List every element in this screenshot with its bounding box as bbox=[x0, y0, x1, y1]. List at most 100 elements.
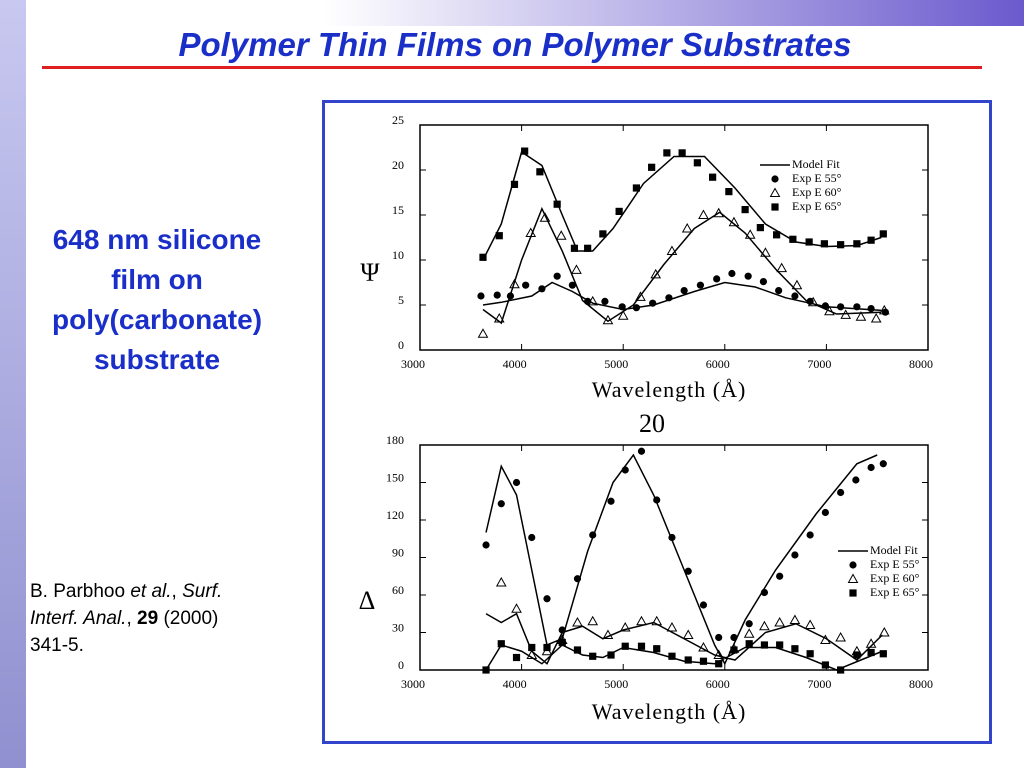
legend-label: Exp E 65° bbox=[870, 585, 920, 599]
point bbox=[536, 168, 544, 176]
point bbox=[543, 643, 551, 652]
point bbox=[510, 180, 519, 188]
y-axis-label: Ψ bbox=[360, 258, 380, 287]
point bbox=[555, 230, 567, 240]
y-tick-label: 150 bbox=[386, 470, 404, 484]
point bbox=[619, 621, 631, 632]
point bbox=[730, 633, 738, 642]
title-rule bbox=[42, 66, 982, 69]
point bbox=[852, 476, 860, 484]
y-tick-label: 20 bbox=[392, 158, 404, 172]
point bbox=[617, 310, 629, 320]
point bbox=[775, 287, 783, 295]
point bbox=[776, 572, 784, 580]
legend-label: Model Fit bbox=[870, 543, 918, 557]
point bbox=[807, 296, 819, 307]
legend-label: Exp E 65° bbox=[792, 199, 842, 213]
point bbox=[668, 652, 676, 660]
point bbox=[621, 466, 629, 474]
point bbox=[728, 216, 740, 227]
point bbox=[713, 275, 721, 283]
caption-line: poly(carbonate) bbox=[51, 304, 263, 335]
point bbox=[511, 603, 522, 613]
point bbox=[791, 645, 799, 653]
legend-label: Model Fit bbox=[792, 157, 840, 171]
point bbox=[477, 328, 489, 338]
point bbox=[776, 641, 784, 649]
x-tick-label: 5000 bbox=[604, 357, 628, 371]
point bbox=[681, 222, 693, 233]
point bbox=[493, 291, 501, 299]
point bbox=[791, 279, 803, 290]
point bbox=[715, 660, 723, 668]
point bbox=[879, 460, 887, 468]
text: et al. bbox=[130, 581, 172, 602]
point bbox=[637, 642, 646, 650]
point bbox=[730, 646, 738, 654]
point bbox=[699, 601, 708, 609]
x-tick-label: 5000 bbox=[604, 677, 628, 691]
x-tick-label: 8000 bbox=[909, 677, 933, 691]
page-number: 20 bbox=[639, 409, 665, 438]
point bbox=[553, 272, 561, 280]
point bbox=[497, 500, 505, 508]
point bbox=[632, 304, 641, 312]
point bbox=[756, 224, 764, 232]
point bbox=[543, 595, 551, 603]
y-tick-label: 90 bbox=[392, 545, 404, 559]
legend-symbol bbox=[849, 561, 857, 569]
point bbox=[495, 232, 503, 240]
point bbox=[587, 615, 599, 626]
legend-label: Exp E 55° bbox=[870, 557, 920, 571]
point bbox=[867, 305, 875, 313]
point bbox=[512, 653, 521, 662]
point bbox=[587, 295, 599, 306]
point bbox=[821, 661, 829, 669]
point bbox=[837, 488, 845, 497]
y-tick-label: 120 bbox=[386, 508, 404, 522]
point bbox=[497, 640, 505, 648]
point bbox=[495, 576, 507, 587]
point bbox=[684, 567, 692, 575]
point bbox=[867, 648, 875, 657]
point bbox=[589, 531, 597, 539]
point bbox=[684, 656, 692, 664]
point bbox=[635, 291, 646, 301]
point bbox=[745, 640, 753, 648]
point bbox=[663, 149, 671, 157]
caption: 648 nm silicone film on poly(carbonate) … bbox=[22, 220, 292, 380]
point bbox=[553, 200, 561, 208]
point bbox=[573, 575, 582, 583]
legend-label: Exp E 60° bbox=[792, 185, 842, 199]
point bbox=[820, 240, 828, 248]
citation: B. Parbhoo et al., Surf. Interf. Anal., 2… bbox=[30, 578, 300, 659]
point bbox=[774, 616, 786, 627]
legend-symbol bbox=[769, 187, 781, 197]
point bbox=[853, 240, 861, 248]
text: , bbox=[126, 608, 138, 629]
side-strip bbox=[0, 0, 26, 768]
point bbox=[528, 643, 536, 652]
point bbox=[571, 264, 582, 274]
point bbox=[479, 253, 487, 261]
point bbox=[599, 230, 607, 238]
point bbox=[744, 272, 752, 280]
y-tick-label: 5 bbox=[398, 293, 404, 307]
point bbox=[482, 541, 490, 549]
text: 29 bbox=[137, 608, 159, 629]
point bbox=[584, 244, 592, 252]
point bbox=[743, 628, 755, 638]
y-tick-label: 0 bbox=[398, 338, 404, 352]
point bbox=[835, 631, 846, 642]
point bbox=[744, 229, 756, 239]
point bbox=[840, 309, 852, 319]
point bbox=[855, 311, 867, 321]
point bbox=[693, 159, 701, 167]
point bbox=[867, 236, 875, 244]
x-tick-label: 7000 bbox=[807, 677, 831, 691]
point bbox=[853, 651, 861, 659]
point bbox=[709, 173, 717, 181]
point bbox=[558, 626, 566, 634]
